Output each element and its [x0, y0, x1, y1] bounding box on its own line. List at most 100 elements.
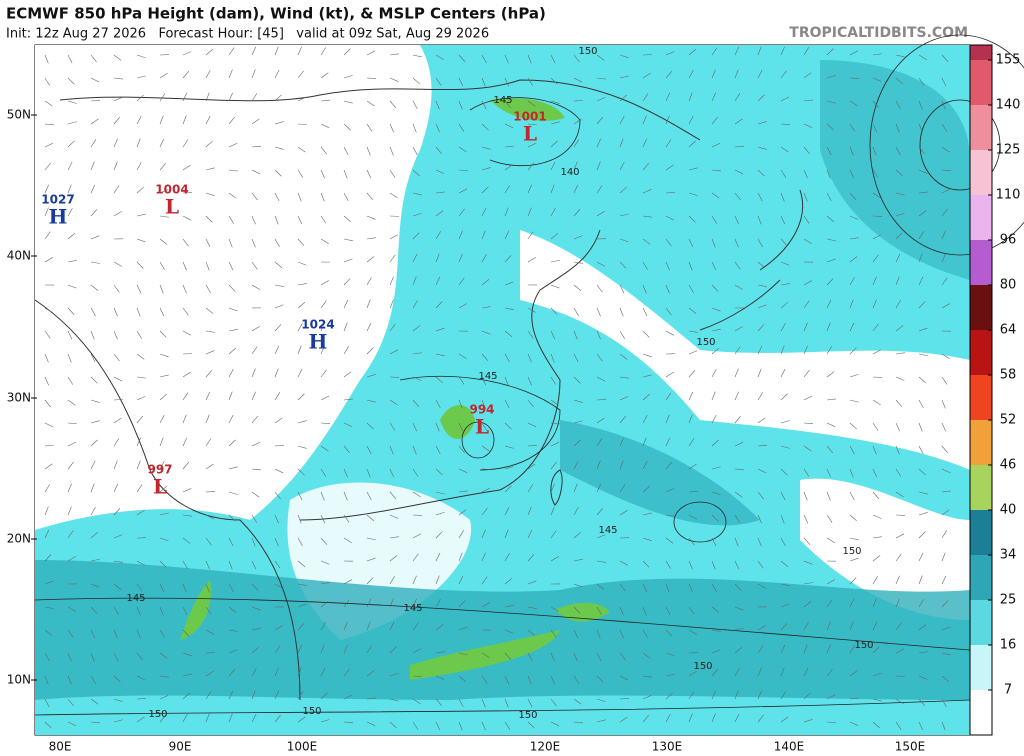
wind-barb [665, 692, 673, 700]
wind-barb [90, 235, 100, 240]
wind-barb [251, 261, 258, 270]
wind-barb [320, 622, 326, 631]
wind-barb [44, 606, 54, 609]
wind-barb [159, 675, 169, 678]
wind-barb [872, 598, 877, 608]
wind-barb [159, 330, 167, 338]
wind-barb [343, 192, 349, 202]
wind-barb [251, 326, 260, 332]
wind-barb [941, 123, 948, 132]
wind-barb [803, 47, 809, 56]
wind-barb [941, 600, 949, 608]
wind-barb [895, 192, 905, 196]
wind-barb [527, 506, 532, 516]
wind-barb [205, 238, 211, 248]
wind-barb [688, 238, 694, 248]
wind-barb [389, 491, 397, 500]
wind-barb [159, 560, 167, 568]
contour-label: 145 [126, 593, 145, 604]
wind-barb [113, 284, 120, 293]
wind-barb [527, 399, 534, 408]
wind-barb [688, 438, 695, 447]
wind-barb [596, 719, 606, 723]
wind-barb [481, 207, 487, 217]
wind-barb [780, 215, 786, 225]
wind-barb [642, 284, 647, 294]
wind-barb [596, 460, 601, 470]
wind-barb [596, 698, 606, 702]
wind-barb [642, 675, 652, 678]
wind-barb [435, 575, 440, 585]
wind-barb [228, 583, 234, 592]
wind-barb [734, 93, 741, 102]
wind-barb [228, 537, 234, 547]
wind-barb [642, 606, 647, 616]
wind-barb [389, 323, 396, 332]
wind-barb [320, 123, 330, 129]
wind-barb [872, 276, 877, 286]
wind-barb [688, 69, 694, 79]
wind-barb [435, 422, 440, 432]
wind-barb [573, 284, 582, 291]
wind-barb [67, 100, 77, 104]
wind-barb [734, 238, 739, 248]
wind-barb [780, 261, 790, 266]
wind-barb [711, 368, 717, 378]
wind-barb [734, 606, 744, 611]
wind-barb [343, 514, 350, 523]
wind-barb [205, 140, 213, 148]
wind-barb [780, 283, 790, 286]
wind-barb [826, 445, 833, 454]
wind-barb [849, 399, 859, 403]
wind-barb [435, 191, 445, 194]
wind-barb [550, 675, 555, 685]
wind-barb [573, 698, 582, 705]
wind-barb [619, 460, 624, 470]
wind-barb [688, 350, 698, 355]
wind-barb [182, 560, 188, 569]
wind-barb [895, 100, 901, 110]
calm-region [800, 478, 970, 620]
wind-barb [757, 537, 762, 547]
wind-barb [665, 307, 672, 316]
wind-barb [182, 606, 188, 616]
wind-barb [297, 537, 303, 546]
wind-barb [573, 629, 579, 639]
wind-barb [90, 184, 96, 194]
wind-barb [918, 253, 923, 263]
wind-barb [90, 483, 95, 493]
wind-barb [573, 118, 582, 125]
wind-barb [159, 115, 164, 125]
wind-barb [849, 491, 855, 501]
wind-barb [136, 54, 146, 59]
wind-barb [527, 463, 536, 470]
wind-barb [573, 100, 583, 102]
wind-barb [665, 629, 673, 637]
wind-barb [90, 54, 97, 63]
wind-barb [366, 215, 376, 220]
contour-label: 145 [478, 371, 497, 382]
wind-barb [228, 629, 238, 632]
wind-barb [458, 100, 463, 110]
wind-barb [757, 491, 764, 500]
wind-barb [435, 698, 443, 707]
wind-barb [826, 346, 832, 355]
wind-barb [642, 393, 650, 401]
wind-barb [504, 281, 514, 286]
wind-barb [711, 629, 721, 632]
wind-barb [504, 353, 510, 362]
wind-barb [849, 347, 857, 355]
wind-barb [458, 530, 464, 539]
wind-barb [918, 468, 926, 476]
wind-barb [182, 673, 192, 677]
wind-barb [504, 100, 511, 109]
wind-barb [826, 169, 831, 179]
wind-barb [596, 606, 602, 615]
wind-barb [573, 675, 579, 684]
wind-barb [389, 254, 396, 263]
wind-barb [872, 646, 880, 654]
wind-barb [619, 75, 629, 79]
wind-barb [458, 253, 463, 263]
wind-barb [849, 277, 855, 286]
wind-barb [872, 721, 880, 729]
